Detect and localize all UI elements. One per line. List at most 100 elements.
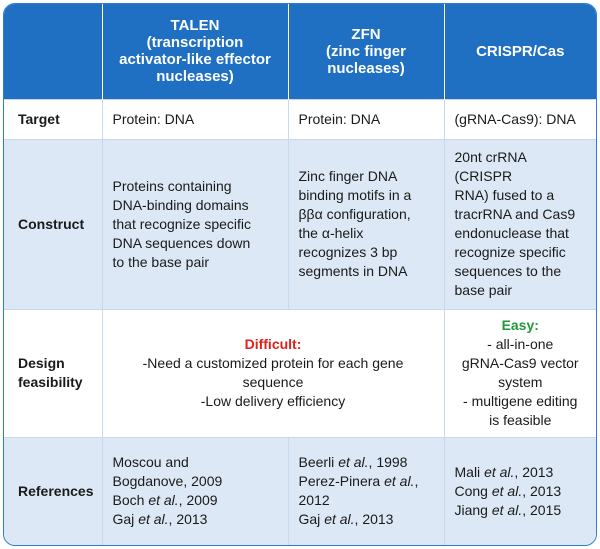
row-label: References [4,436,102,545]
cell: Proteins containing DNA-binding domains th… [101,138,288,309]
heading: Difficult: [244,336,302,352]
text-line: -Need a customized protein for each gene [142,355,404,371]
cell: Easy: - all-in-one gRNA-Cas9 vector system -… [443,308,596,437]
text-line: - multigene editing [463,393,578,409]
cell: Difficult: -Need a customized protein for… [101,308,444,437]
text-line: binding motifs in a [298,187,412,203]
text-line: Protein: DNA [298,110,381,127]
cell: Protein: DNA [287,98,444,139]
text-line: (transcription [146,34,244,52]
text-segment: , 2013 [514,463,554,480]
text-segment: et al. [338,454,369,471]
text-line: ZFN [351,25,381,43]
text-segment: , 2009 [178,492,218,509]
text-segment: et al. [491,501,523,518]
text-line: is feasible [489,412,552,428]
text-line: -Low delivery efficiency [200,393,346,409]
text-segment: Beerli [298,454,339,471]
text-segment: , 2013 [354,511,394,528]
design-row: Design feasibility Difficult: -Need a custo… [4,308,596,437]
text-line: Jiang et al., 2015 [455,501,587,520]
cell: Moscou and Bogdanove, 2009 Boch et al., 20… [101,436,288,545]
text-line: Gaj et al., 2013 [113,510,278,529]
text-line: Boch et al., 2009 [113,491,278,510]
text-segment: et al. [491,482,523,499]
text-segment: Mali [454,463,485,480]
text-segment: Gaj [112,511,139,528]
text-line: Perez-Pinera et al., [299,472,434,491]
text-line: that recognize specific [112,215,252,232]
text-segment: Boch [112,492,149,509]
text-segment: et al. [484,463,515,480]
header-cell: CRISPR/Cas [443,4,596,99]
text-line: Target [18,110,60,127]
text-line: (gRNA-Cas9): DNA [454,110,576,127]
text-segment: , 2013 [168,511,208,528]
text-line: Gaj et al., 2013 [299,510,434,529]
table-body: TALEN (transcription activator-like effect… [4,4,596,545]
text-line: activator-like effector [119,51,271,69]
text-segment: Perez-Pinera [298,473,385,490]
text-segment: et al. [384,473,415,490]
text-line: DNA-binding domains [112,196,249,213]
text-line: system [498,374,543,390]
comparison-table: TALEN (transcription activator-like effect… [3,3,597,546]
construct-row: Construct Proteins containing DNA-binding … [4,138,596,309]
text-line: tracrRNA and Cas9 [454,206,576,222]
text-line: sequences to the [454,263,562,279]
text-line: Beerli et al., 1998 [299,453,434,472]
text-line: Zinc finger DNA [298,168,398,184]
references-row: References Moscou and Bogdanove, 2009 Boch … [4,436,596,545]
text-line: the α-helix [298,225,364,241]
text-line: Construct [18,215,85,232]
text-line: recognize specific [454,244,566,260]
text-line: TALEN [170,17,220,35]
text-line: 20nt crRNA (CRISPR [454,149,527,184]
text-line: endonuclease that [454,225,569,241]
text-line: nucleases) [156,68,234,86]
header-cell: ZFN (zinc finger nucleases) [287,4,444,99]
text-line: Mali et al., 2013 [455,463,587,482]
text-line: (zinc finger [325,42,406,60]
text-segment: Jiang [454,501,492,518]
target-row: Target Protein: DNA Protein: DNA (gRNA-Cas9… [4,98,596,139]
text-line: Protein: DNA [112,110,195,127]
row-label: Design feasibility [4,308,102,437]
cell: Protein: DNA [101,98,288,139]
text-segment: et al. [324,511,355,528]
heading: Easy: [501,317,539,333]
text-segment: Cong [454,482,492,499]
text-line: CRISPR/Cas [476,42,565,60]
text-line: feasibility [18,374,83,390]
text-line: Cong et al., 2013 [455,482,587,501]
text-segment: et al. [148,492,179,509]
cell: (gRNA-Cas9): DNA [443,98,596,139]
text-line: sequence [242,374,304,390]
cell: Beerli et al., 1998 Perez-Pinera et al., 2… [287,436,444,545]
text-line: nucleases) [327,59,405,77]
text-line: base pair [454,282,513,298]
text-segment: Gaj [298,511,325,528]
text-line: ββα configuration, [298,206,411,222]
header-cell: TALEN (transcription activator-like effect… [101,4,288,99]
cell: Zinc finger DNA binding motifs in a ββα co… [287,138,444,309]
text-line: 2012 [298,492,330,509]
header-cell [4,4,102,99]
text-line: Moscou and [112,454,189,471]
text-line: Bogdanove, 2009 [112,473,223,490]
text-segment: , [414,473,419,490]
text-line: References [18,482,94,499]
table: TALEN (transcription activator-like effect… [4,4,596,545]
text-line: to the base pair [112,253,210,270]
text-line: gRNA-Cas9 vector [461,355,579,371]
text-segment: et al. [138,511,169,528]
header-row: TALEN (transcription activator-like effect… [4,4,596,99]
text-line: DNA sequences down [112,234,251,251]
cell: Mali et al., 2013 Cong et al., 2013 Jiang … [443,436,596,545]
row-label: Construct [4,138,102,309]
text-line: RNA) fused to a [454,187,555,203]
cell: 20nt crRNA (CRISPR RNA) fused to a tracrRN… [443,138,596,309]
text-line: - all-in-one [487,336,554,352]
text-line: recognizes 3 bp [298,244,398,260]
